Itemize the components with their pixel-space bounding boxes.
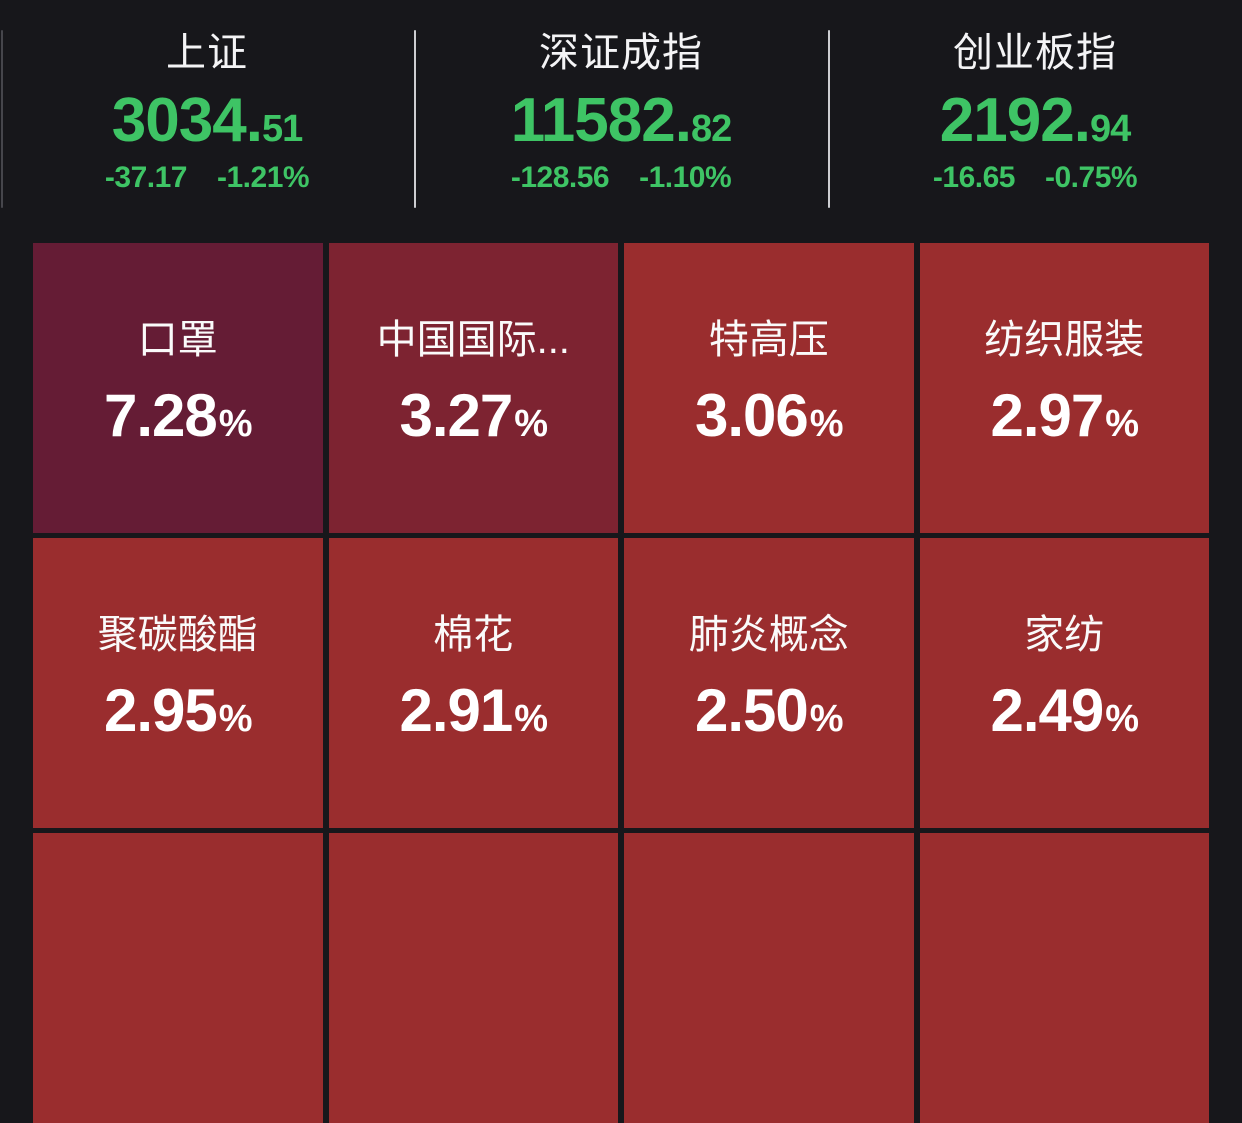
index-change-pct: -1.21% [217, 161, 310, 194]
sector-name: 肺炎概念 [688, 613, 849, 657]
sector-tile-partial[interactable] [33, 833, 323, 1123]
index-value-frac: 51 [261, 108, 303, 150]
sector-tile-jiafang[interactable]: 家纺 2.49 % [919, 538, 1209, 828]
sector-change-value: 2.97 [990, 382, 1104, 449]
sector-tile-koubiao[interactable]: 口罩 7.28 % [33, 243, 323, 533]
sector-tile-tegaoya[interactable]: 特高压 3.06 % [624, 243, 914, 533]
sector-tile-jutansuanzhi[interactable]: 聚碳酸酯 2.95 % [33, 538, 323, 828]
percent-sign: % [514, 698, 548, 740]
sector-change: 2.95 % [103, 677, 253, 744]
index-name: 深证成指 [539, 31, 703, 75]
sector-change-value: 7.28 [103, 382, 218, 449]
index-panel-chinext[interactable]: 创业板指 2192. 94 -16.65 -0.75% [828, 0, 1242, 243]
sector-change-value: 2.50 [694, 677, 809, 744]
ticker-divider [414, 30, 416, 208]
sector-name: 聚碳酸酯 [97, 613, 258, 657]
index-value-frac: 82 [690, 108, 732, 150]
percent-sign: % [809, 698, 844, 740]
ticker-divider [828, 30, 830, 208]
sector-change-value: 3.06 [694, 382, 809, 449]
index-change-row: -37.17 -1.21% [104, 161, 310, 195]
sector-tile-partial[interactable] [624, 833, 914, 1123]
sector-change-value: 2.95 [103, 677, 218, 744]
percent-sign: % [1105, 403, 1139, 445]
sector-name: 中国国际... [376, 318, 570, 362]
index-value: 2192. 94 [939, 86, 1131, 155]
sector-change: 3.06 % [694, 382, 844, 449]
index-value-frac: 94 [1089, 108, 1131, 150]
index-change: -37.17 [104, 161, 188, 194]
index-value-main: 3034. [111, 86, 263, 155]
sector-change: 2.91 % [399, 677, 548, 744]
sector-tile-partial[interactable] [919, 833, 1209, 1123]
index-name: 上证 [166, 31, 248, 75]
sector-name: 家纺 [1024, 613, 1105, 657]
sector-tile-feiyangainian[interactable]: 肺炎概念 2.50 % [624, 538, 914, 828]
index-value-main: 11582. [510, 86, 692, 155]
index-panel-shenzhen[interactable]: 深证成指 11582. 82 -128.56 -1.10% [414, 0, 828, 243]
sector-change: 2.50 % [694, 677, 844, 744]
percent-sign: % [218, 698, 253, 740]
percent-sign: % [809, 403, 844, 445]
index-change: -128.56 [510, 161, 610, 194]
sector-change: 2.97 % [990, 382, 1139, 449]
sector-change-value: 3.27 [399, 382, 513, 449]
percent-sign: % [1105, 698, 1139, 740]
sector-name: 纺织服装 [984, 318, 1145, 362]
sector-heatmap-grid: 口罩 7.28 % 中国国际... 3.27 % 特高压 3.06 % 纺织服装… [33, 243, 1209, 1123]
index-change: -16.65 [932, 161, 1016, 194]
sector-change-value: 2.49 [990, 677, 1104, 744]
sector-change-value: 2.91 [399, 677, 513, 744]
sector-name: 口罩 [137, 318, 218, 362]
percent-sign: % [218, 403, 253, 445]
sector-change: 2.49 % [990, 677, 1139, 744]
index-value: 11582. 82 [510, 86, 733, 155]
sector-tile-partial[interactable] [328, 833, 618, 1123]
index-change-row: -16.65 -0.75% [932, 161, 1138, 195]
percent-sign: % [514, 403, 548, 445]
index-value-main: 2192. [939, 86, 1091, 155]
sector-name: 棉花 [433, 613, 514, 657]
index-change-pct: -1.10% [639, 161, 732, 194]
index-change-row: -128.56 -1.10% [510, 161, 732, 195]
sector-tile-zhongguoguoji[interactable]: 中国国际... 3.27 % [328, 243, 618, 533]
index-change-pct: -0.75% [1045, 161, 1138, 194]
ticker-divider-left-edge [1, 30, 3, 208]
sector-tile-fangzhifuzhuang[interactable]: 纺织服装 2.97 % [919, 243, 1209, 533]
sector-change: 7.28 % [103, 382, 253, 449]
sector-change: 3.27 % [399, 382, 548, 449]
index-ticker-bar: 上证 3034. 51 -37.17 -1.21% 深证成指 11582. 82 -… [0, 0, 1242, 243]
index-value: 3034. 51 [111, 86, 303, 155]
index-panel-shanghai[interactable]: 上证 3034. 51 -37.17 -1.21% [0, 0, 414, 243]
sector-name: 特高压 [708, 318, 829, 362]
index-name: 创业板指 [953, 31, 1117, 75]
sector-tile-mianhua[interactable]: 棉花 2.91 % [328, 538, 618, 828]
